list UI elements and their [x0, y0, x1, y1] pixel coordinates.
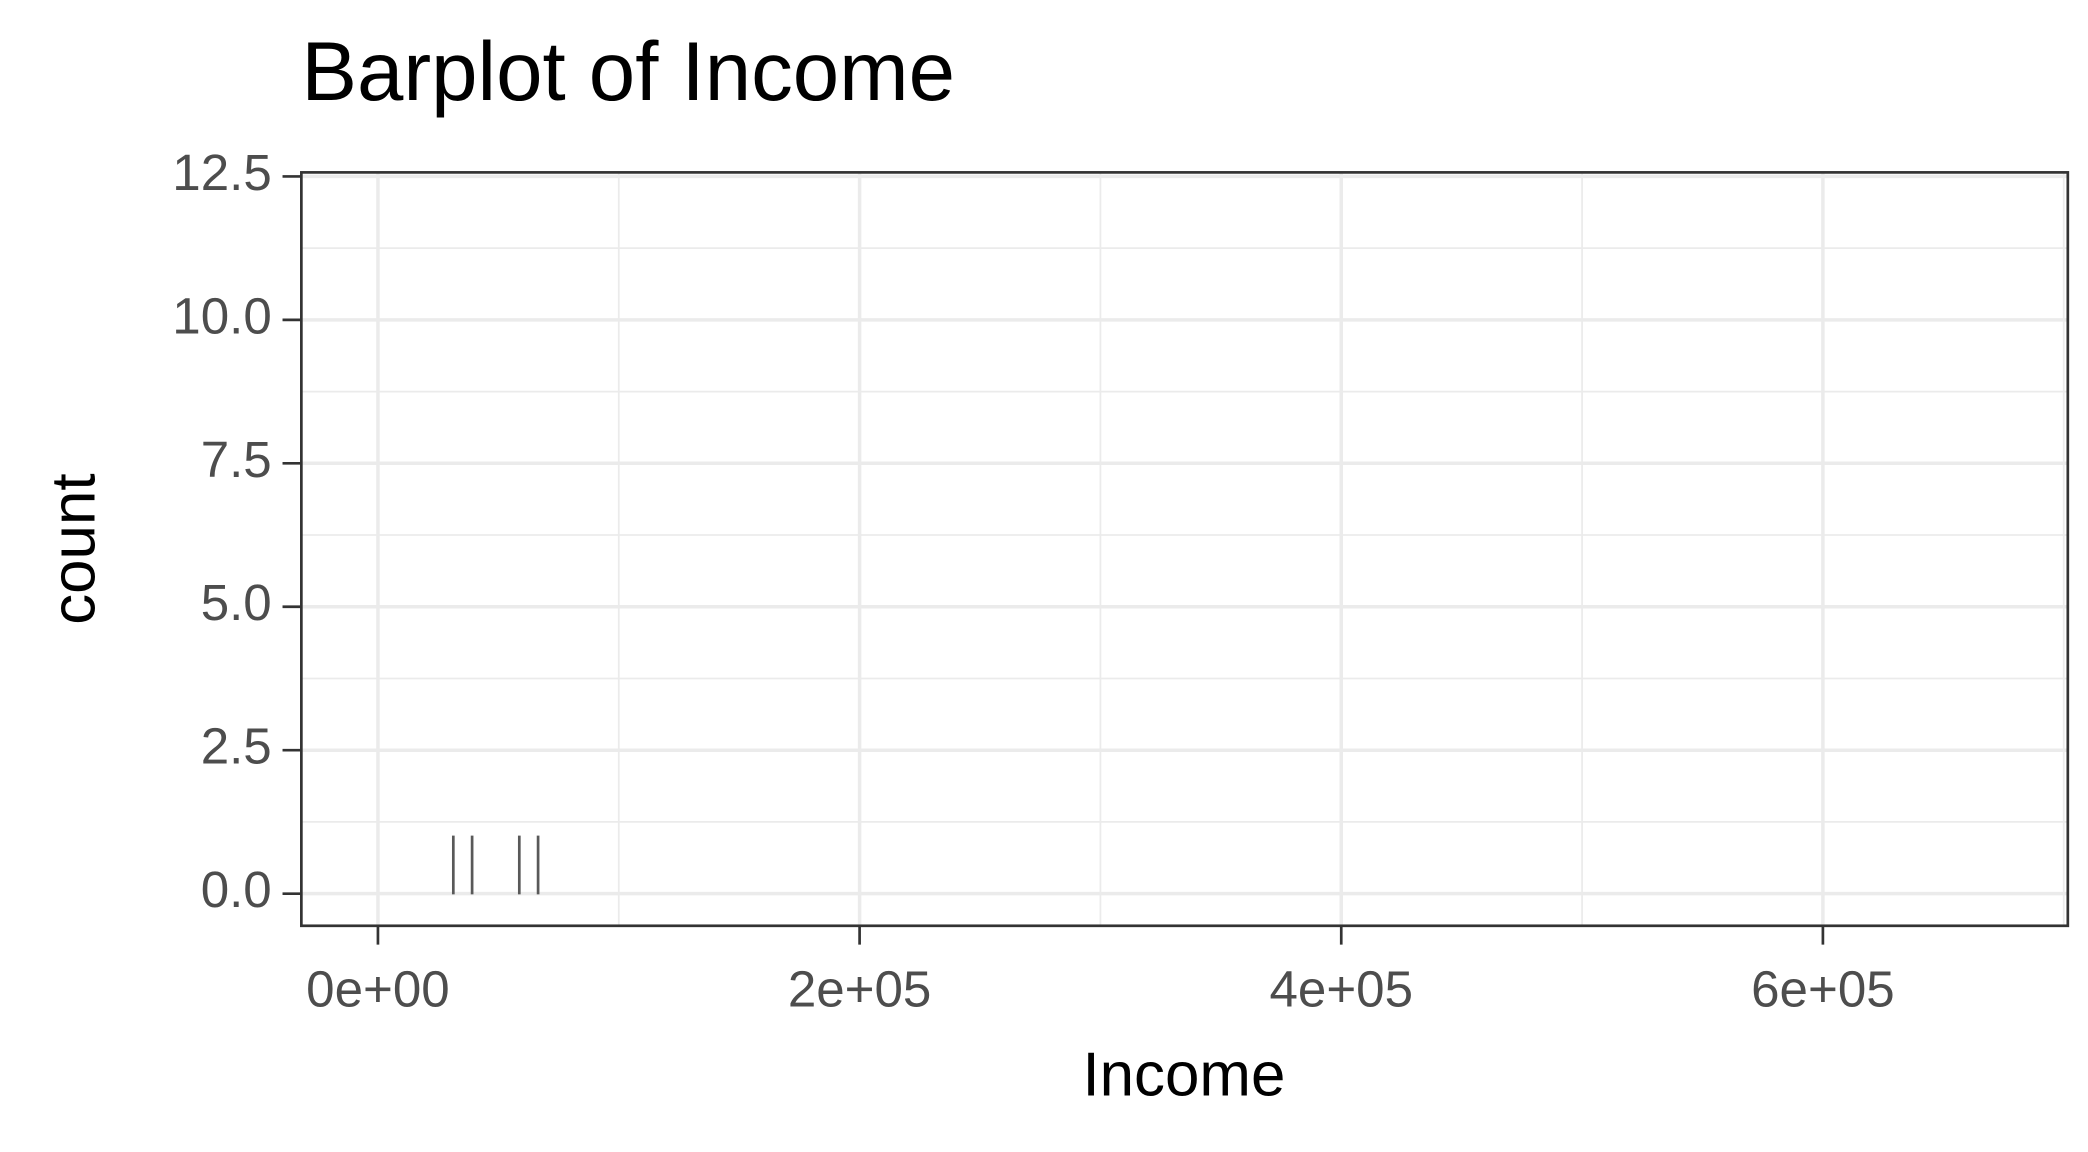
y-tick-label: 7.5	[201, 431, 272, 488]
bar	[517, 835, 521, 895]
bar	[536, 835, 540, 895]
chart-title: Barplot of Income	[301, 24, 955, 118]
y-tick-label: 5.0	[201, 574, 272, 631]
bar	[451, 835, 455, 895]
plot-border	[300, 171, 2070, 928]
y-axis-title: count	[39, 473, 108, 624]
x-tick-label: 4e+05	[1269, 961, 1413, 1018]
x-tick-label: 6e+05	[1751, 961, 1895, 1018]
y-tick-label: 10.0	[172, 287, 271, 344]
y-tick-label: 12.5	[172, 144, 271, 201]
y-tick-label: 0.0	[201, 861, 272, 918]
x-tick-label: 2e+05	[788, 961, 932, 1018]
bar	[470, 835, 474, 895]
x-axis-title: Income	[1082, 1041, 1285, 1110]
x-tick-label: 0e+00	[306, 961, 450, 1018]
y-tick-label: 2.5	[201, 718, 272, 775]
